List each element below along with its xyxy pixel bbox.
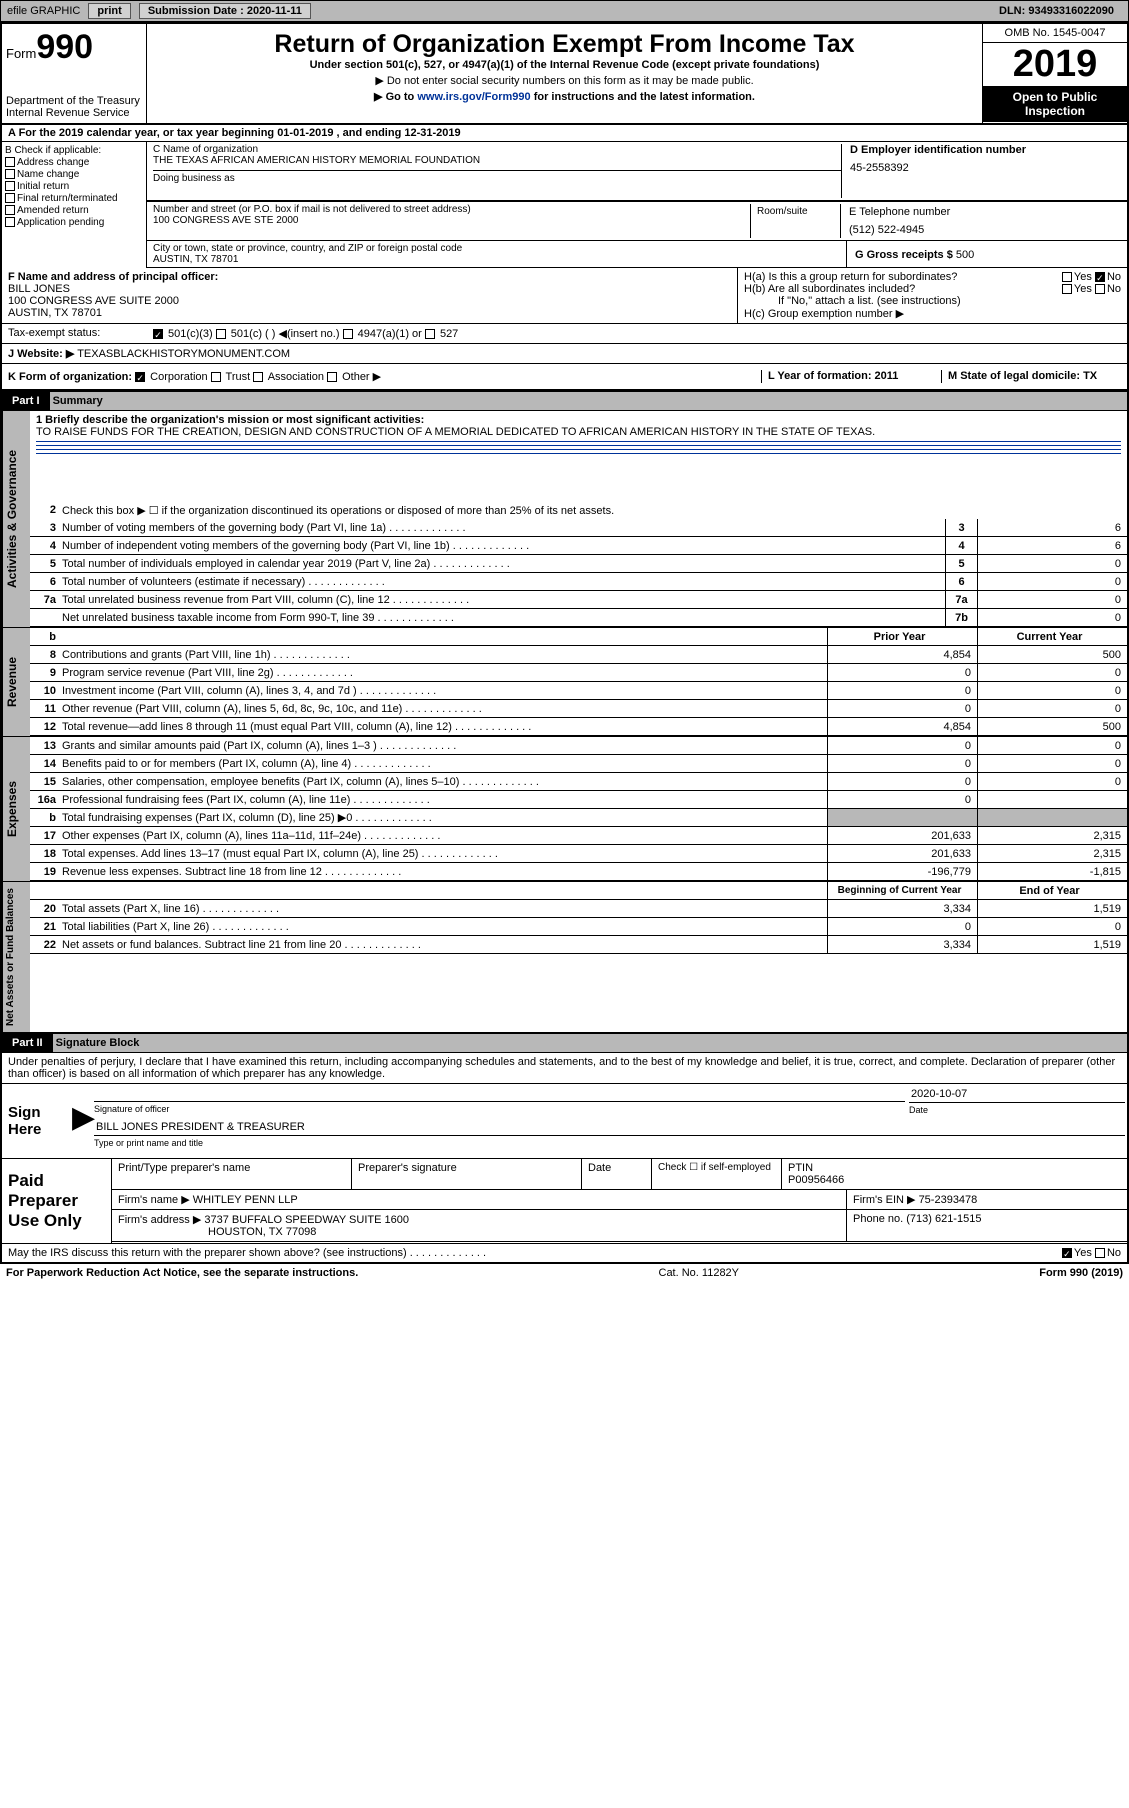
irs-link[interactable]: www.irs.gov/Form990	[417, 91, 530, 103]
current-val: 0	[977, 664, 1127, 681]
dept-treasury: Department of the Treasury Internal Reve…	[6, 95, 142, 119]
side-revenue: Revenue	[2, 628, 30, 736]
form-990: Form990 Department of the Treasury Inter…	[0, 22, 1129, 1264]
prior-val: 0	[827, 664, 977, 681]
chk-corp[interactable]: ✓	[135, 372, 145, 382]
dln: DLN: 93493316022090	[999, 5, 1114, 17]
chk-initial[interactable]	[5, 181, 15, 191]
prior-val: -196,779	[827, 863, 977, 880]
line-val: 0	[977, 591, 1127, 608]
current-val: 0	[977, 700, 1127, 717]
current-val: 1,519	[977, 900, 1127, 917]
ein: 45-2558392	[850, 162, 1121, 174]
form-subtitle: Under section 501(c), 527, or 4947(a)(1)…	[153, 59, 976, 71]
firm-phone: (713) 621-1515	[906, 1213, 981, 1225]
mission-text: TO RAISE FUNDS FOR THE CREATION, DESIGN …	[36, 426, 875, 438]
chk-ha-yes[interactable]	[1062, 272, 1072, 282]
line-val: 6	[977, 519, 1127, 536]
current-val	[977, 791, 1127, 808]
box-b-label: B Check if applicable:	[5, 145, 143, 156]
side-expenses: Expenses	[2, 737, 30, 881]
prior-val: 0	[827, 791, 977, 808]
ptin: P00956466	[788, 1174, 844, 1186]
line-val: 0	[977, 555, 1127, 572]
chk-amended[interactable]	[5, 205, 15, 215]
side-governance: Activities & Governance	[2, 411, 30, 627]
efile-label: efile GRAPHIC	[7, 5, 80, 17]
chk-address[interactable]	[5, 157, 15, 167]
footer-right: Form 990 (2019)	[1039, 1267, 1123, 1279]
firm-ein: 75-2393478	[919, 1194, 978, 1206]
prior-val: 201,633	[827, 845, 977, 862]
omb-number: OMB No. 1545-0047	[983, 24, 1127, 43]
side-netassets: Net Assets or Fund Balances	[2, 882, 30, 1032]
line-a: A For the 2019 calendar year, or tax yea…	[2, 125, 1127, 142]
chk-pending[interactable]	[5, 217, 15, 227]
current-val	[977, 809, 1127, 826]
current-val: 500	[977, 646, 1127, 663]
org-city: AUSTIN, TX 78701	[153, 254, 840, 265]
org-address: 100 CONGRESS AVE STE 2000	[153, 215, 750, 226]
tax-year: 2019	[983, 43, 1127, 86]
form-title: Return of Organization Exempt From Incom…	[153, 30, 976, 59]
prior-val	[827, 809, 977, 826]
gross-receipts: 500	[956, 249, 974, 261]
prior-val: 4,854	[827, 646, 977, 663]
penalty-text: Under penalties of perjury, I declare th…	[2, 1053, 1127, 1083]
officer-title: BILL JONES PRESIDENT & TREASURER	[94, 1119, 1125, 1136]
prior-val: 201,633	[827, 827, 977, 844]
print-button[interactable]: print	[88, 3, 130, 19]
sign-date: 2020-10-07	[909, 1086, 1125, 1103]
line-val: 6	[977, 537, 1127, 554]
current-val: 0	[977, 737, 1127, 754]
open-public: Open to Public Inspection	[983, 86, 1127, 122]
current-val: 2,315	[977, 845, 1127, 862]
line-val: 0	[977, 609, 1127, 626]
current-val: 1,519	[977, 936, 1127, 953]
line-val: 0	[977, 573, 1127, 590]
current-val: 2,315	[977, 827, 1127, 844]
phone: (512) 522-4945	[849, 224, 1113, 236]
current-val: 500	[977, 718, 1127, 735]
footer-cat: Cat. No. 11282Y	[358, 1267, 1039, 1279]
officer-name: BILL JONES	[8, 283, 731, 295]
website: TEXASBLACKHISTORYMONUMENT.COM	[77, 348, 290, 360]
current-val: 0	[977, 918, 1127, 935]
chk-final[interactable]	[5, 193, 15, 203]
chk-hb-yes[interactable]	[1062, 284, 1072, 294]
current-val: 0	[977, 682, 1127, 699]
chk-discuss-yes[interactable]: ✓	[1062, 1248, 1072, 1258]
chk-discuss-no[interactable]	[1095, 1248, 1105, 1258]
chk-name[interactable]	[5, 169, 15, 179]
part2-hdr: Part II	[2, 1034, 53, 1052]
note-ssn: ▶ Do not enter social security numbers o…	[153, 74, 976, 87]
prior-val: 4,854	[827, 718, 977, 735]
current-val: 0	[977, 755, 1127, 772]
chk-501c3[interactable]: ✓	[153, 329, 163, 339]
prior-val: 0	[827, 918, 977, 935]
top-bar: efile GRAPHIC print Submission Date : 20…	[0, 0, 1129, 22]
sign-here: Sign Here	[2, 1084, 72, 1158]
prior-val: 0	[827, 682, 977, 699]
prior-val: 3,334	[827, 936, 977, 953]
prior-val: 0	[827, 755, 977, 772]
current-val: 0	[977, 773, 1127, 790]
org-name: THE TEXAS AFRICAN AMERICAN HISTORY MEMOR…	[153, 155, 841, 166]
prior-val: 0	[827, 700, 977, 717]
paid-prep-label: Paid Preparer Use Only	[2, 1159, 112, 1243]
submission-date: Submission Date : 2020-11-11	[139, 3, 311, 19]
current-val: -1,815	[977, 863, 1127, 880]
form-number: 990	[36, 28, 93, 66]
form-prefix: Form	[6, 46, 36, 61]
firm-name: WHITLEY PENN LLP	[193, 1194, 298, 1206]
chk-ha-no[interactable]: ✓	[1095, 272, 1105, 282]
footer-left: For Paperwork Reduction Act Notice, see …	[6, 1267, 358, 1279]
prior-val: 0	[827, 773, 977, 790]
prior-val: 3,334	[827, 900, 977, 917]
chk-hb-no[interactable]	[1095, 284, 1105, 294]
part1-hdr: Part I	[2, 392, 50, 410]
prior-val: 0	[827, 737, 977, 754]
